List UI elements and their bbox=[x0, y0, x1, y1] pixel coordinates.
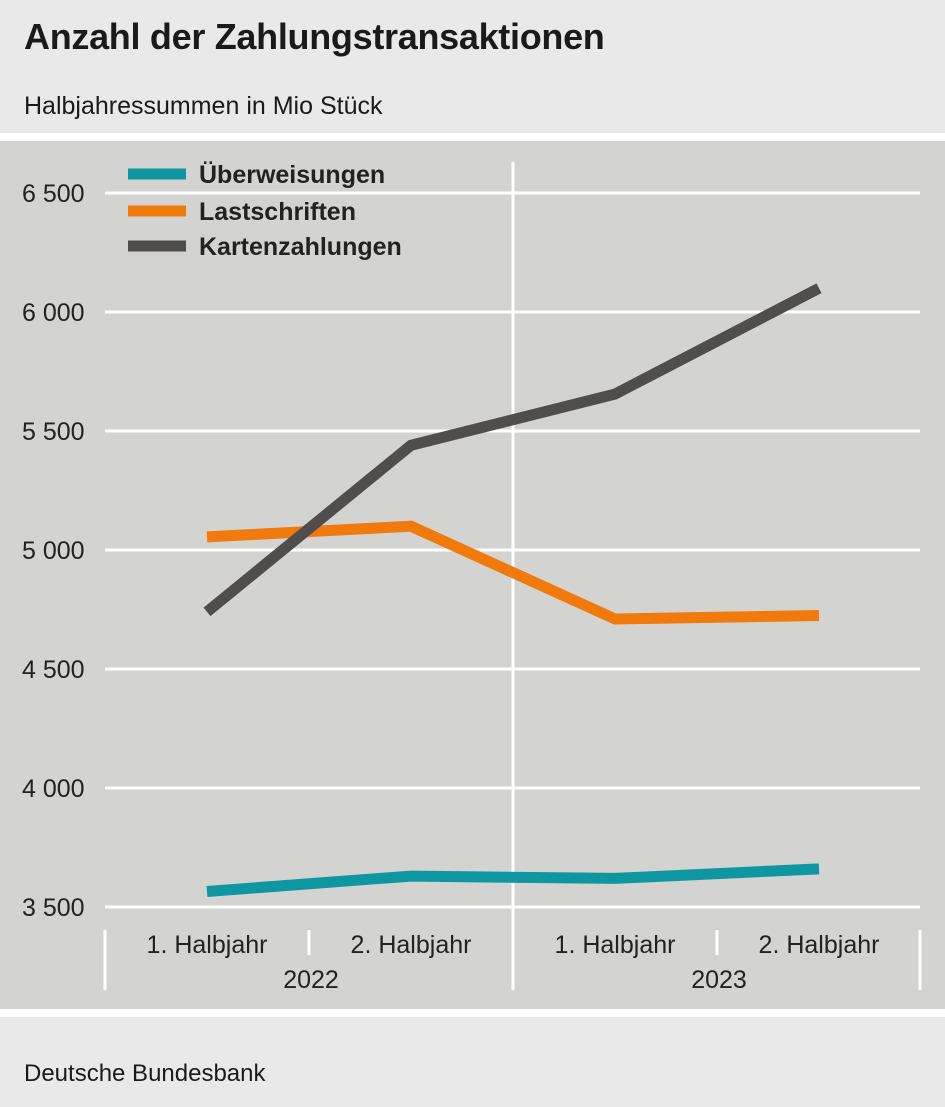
chart-title: Anzahl der Zahlungstransaktionen bbox=[24, 16, 605, 57]
legend-label: Lastschriften bbox=[199, 198, 356, 226]
divider-bottom bbox=[0, 1009, 945, 1017]
x-tick-label: 2. Halbjahr bbox=[759, 931, 880, 959]
y-tick-label: 4 500 bbox=[22, 656, 85, 684]
header: Anzahl der Zahlungstransaktionen Halbjah… bbox=[0, 0, 945, 133]
x-tick-label: 2. Halbjahr bbox=[351, 931, 472, 959]
y-tick-label: 5 500 bbox=[22, 418, 85, 446]
legend-label: Kartenzahlungen bbox=[199, 233, 402, 261]
x-group-label: 2022 bbox=[283, 966, 339, 994]
source-label: Deutsche Bundesbank bbox=[24, 1060, 266, 1087]
x-tick-label: 1. Halbjahr bbox=[555, 931, 676, 959]
plot-area bbox=[0, 141, 945, 1009]
y-tick-label: 6 000 bbox=[22, 299, 85, 327]
y-tick-label: 3 500 bbox=[22, 894, 85, 922]
y-tick-label: 4 000 bbox=[22, 775, 85, 803]
chart-subtitle: Halbjahressummen in Mio Stück bbox=[24, 92, 383, 120]
x-tick-label: 1. Halbjahr bbox=[147, 931, 268, 959]
y-tick-label: 6 500 bbox=[22, 180, 85, 208]
series-line bbox=[203, 283, 822, 617]
legend-label: Überweisungen bbox=[199, 160, 385, 189]
footer bbox=[0, 1017, 945, 1107]
series-line bbox=[206, 863, 820, 897]
y-tick-label: 5 000 bbox=[22, 537, 85, 565]
divider-top bbox=[0, 133, 945, 141]
x-group-label: 2023 bbox=[691, 966, 747, 994]
